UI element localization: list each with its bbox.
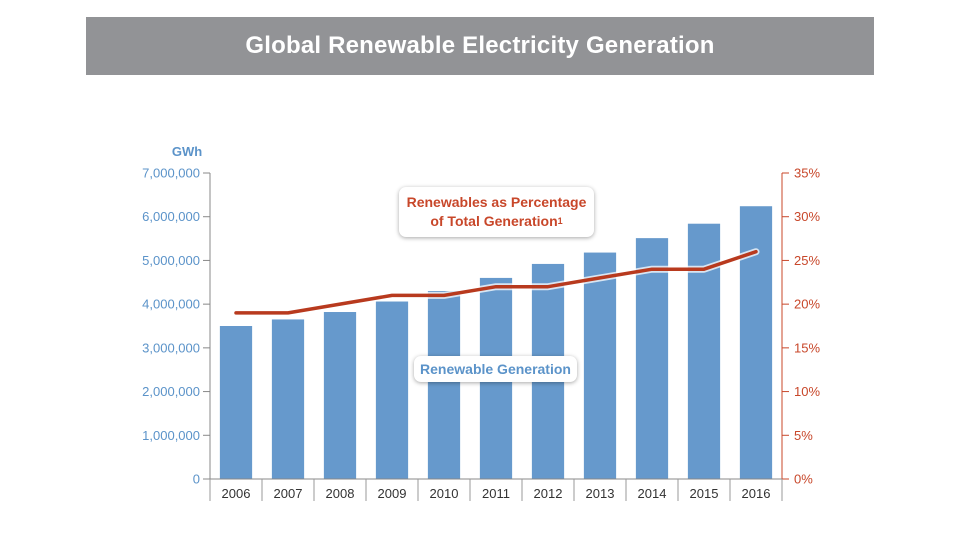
bar: [427, 291, 461, 479]
left-tick-label: 6,000,000: [142, 209, 200, 224]
bar: [219, 326, 253, 479]
percentage-line: [234, 249, 758, 315]
x-tick-label: 2009: [378, 486, 407, 501]
x-tick-label: 2011: [482, 486, 510, 501]
left-tick-label: 7,000,000: [142, 166, 200, 181]
right-tick-label: 25%: [794, 253, 820, 268]
left-tick-label: 0: [193, 472, 200, 487]
left-axis-unit: GWh: [172, 144, 202, 159]
chart-title: Global Renewable Electricity Generation: [245, 32, 715, 59]
right-tick-label: 20%: [794, 297, 820, 312]
right-tick-label: 15%: [794, 340, 820, 355]
x-tick-label: 2013: [586, 486, 615, 501]
percentage-series-callout: Renewables as Percentage of Total Genera…: [399, 187, 594, 237]
generation-series-callout: Renewable Generation: [414, 356, 577, 382]
x-tick-label: 2012: [534, 486, 563, 501]
x-tick-label: 2006: [222, 486, 251, 501]
generation-callout-label: Renewable Generation: [420, 361, 571, 377]
percentage-callout-line1: Renewables as Percentage: [406, 194, 587, 210]
x-tick-label: 2014: [638, 486, 667, 501]
left-tick-label: 1,000,000: [142, 428, 200, 443]
right-tick-label: 30%: [794, 209, 820, 224]
x-tick-label: 2007: [274, 486, 303, 501]
x-tick-label: 2010: [430, 486, 459, 501]
x-tick-label: 2016: [742, 486, 771, 501]
bar: [375, 301, 409, 479]
right-tick-label: 5%: [794, 428, 813, 443]
left-tick-label: 3,000,000: [142, 340, 200, 355]
bar: [583, 252, 617, 479]
left-tick-label: 4,000,000: [142, 297, 200, 312]
x-tick-label: 2015: [690, 486, 719, 501]
bar: [271, 319, 305, 479]
percentage-callout-line2: of Total Generation1: [430, 213, 563, 229]
right-tick-label: 10%: [794, 384, 820, 399]
bar: [739, 206, 773, 480]
x-tick-label: 2008: [326, 486, 355, 501]
left-tick-label: 5,000,000: [142, 253, 200, 268]
right-tick-label: 35%: [794, 166, 820, 181]
bar: [323, 312, 357, 479]
footnote-marker: 1: [557, 216, 563, 226]
left-tick-label: 2,000,000: [142, 384, 200, 399]
right-tick-label: 0%: [794, 472, 813, 487]
bar: [635, 238, 669, 479]
title-bar: Global Renewable Electricity Generation: [86, 17, 874, 75]
